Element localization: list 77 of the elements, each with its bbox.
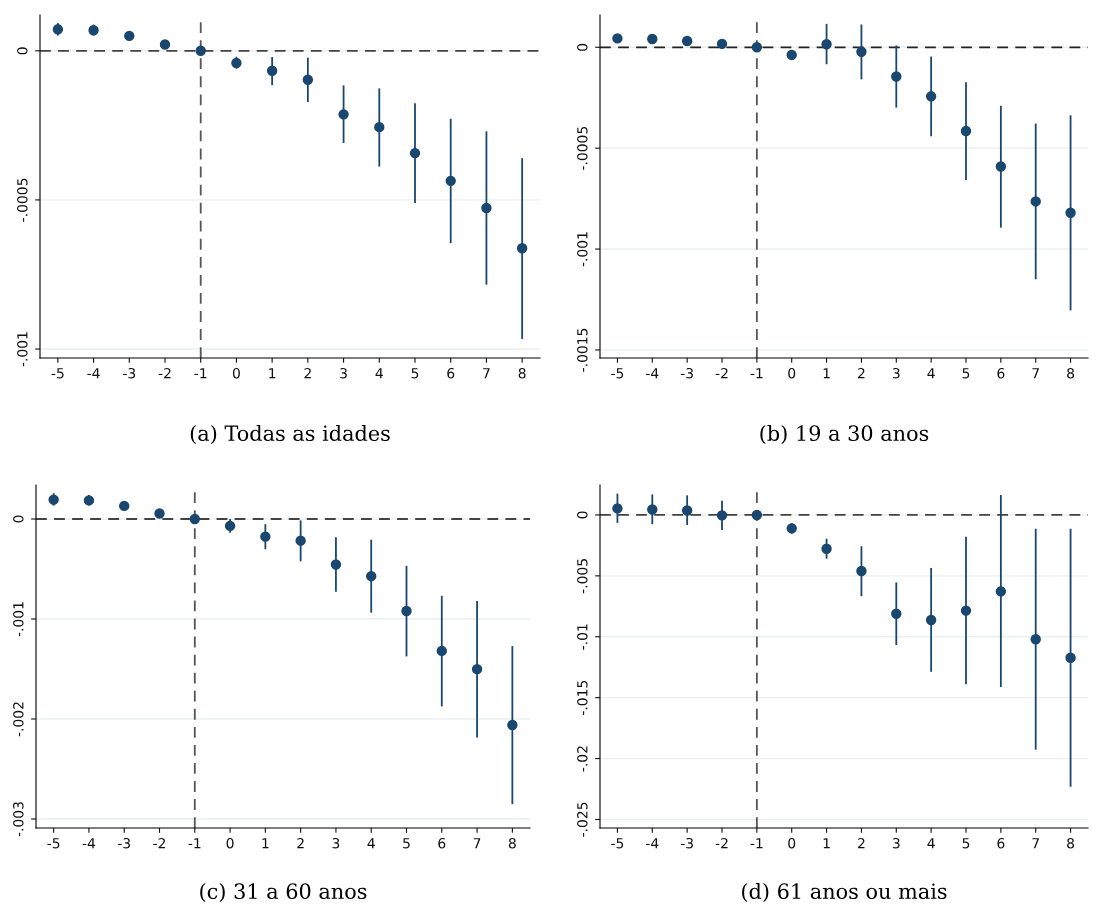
- x-tick-label: -2: [153, 837, 166, 849]
- x-tick-label: 2: [304, 367, 311, 379]
- y-tick-label: -.0005: [577, 126, 588, 170]
- text: (a) Todas as idades: [190, 424, 390, 444]
- y-tick-label: -.015: [577, 680, 588, 715]
- x-tick-label: 1: [269, 368, 276, 379]
- x-tick-label: 2: [858, 367, 865, 379]
- x-tick-label: 3: [892, 837, 900, 849]
- x-tick-label: 5: [962, 838, 970, 849]
- x-tick-label: 6: [447, 367, 455, 379]
- x-tick-label: -5: [47, 838, 60, 849]
- x-tick-label: 5: [403, 838, 410, 849]
- x-tick-label: 8: [508, 837, 516, 849]
- y-tick-label: -.02: [577, 746, 588, 772]
- x-tick-label: 2: [297, 837, 304, 849]
- x-tick-label: -4: [646, 368, 659, 379]
- x-tick-label: -5: [51, 368, 64, 379]
- x-tick-label: -5: [611, 368, 624, 379]
- x-tick-label: 0: [226, 837, 234, 849]
- x-tick-label: -2: [715, 837, 728, 849]
- x-tick-label: -2: [158, 367, 171, 379]
- x-tick-label: -4: [82, 838, 96, 849]
- y-tick-label: -.001: [13, 602, 24, 637]
- x-tick-label: 0: [232, 367, 240, 379]
- y-tick-label: -.01: [577, 624, 588, 650]
- x-tick-label: 4: [927, 838, 935, 849]
- text: (c) 31 a 60 anos: [200, 882, 367, 902]
- x-tick-label: 8: [518, 367, 526, 379]
- x-tick-label: 4: [375, 368, 383, 379]
- x-tick-label: 7: [1032, 838, 1039, 849]
- x-tick-label: -3: [680, 367, 693, 379]
- x-tick-label: 7: [1032, 368, 1039, 379]
- y-tick-label: -.005: [577, 559, 588, 594]
- x-tick-label: 5: [411, 368, 419, 379]
- x-tick-label: -5: [611, 838, 624, 849]
- x-tick-label: 6: [438, 837, 446, 849]
- x-tick-label: 6: [997, 367, 1005, 379]
- x-tick-label: -3: [680, 837, 693, 849]
- x-tick-label: 8: [1067, 837, 1075, 849]
- x-tick-label: -1: [750, 838, 763, 849]
- x-tick-label: 6: [997, 837, 1005, 849]
- x-tick-label: -1: [194, 368, 207, 379]
- x-tick-label: -1: [188, 838, 201, 849]
- x-tick-label: -2: [715, 367, 728, 379]
- y-tick-label: -.0005: [17, 178, 28, 222]
- x-tick-label: 7: [483, 368, 490, 379]
- text: (d) 61 anos ou mais: [742, 882, 947, 902]
- x-tick-label: -4: [646, 838, 659, 849]
- x-tick-label: -3: [117, 837, 131, 849]
- x-tick-label: 5: [962, 368, 970, 379]
- x-tick-label: -1: [750, 368, 763, 379]
- x-tick-label: 1: [823, 368, 830, 379]
- y-tick-label: -.002: [13, 702, 24, 737]
- x-tick-label: 3: [332, 837, 340, 849]
- y-tick-label: -.003: [13, 802, 24, 837]
- y-tick-label: 0: [17, 47, 28, 55]
- x-tick-label: 8: [1067, 367, 1075, 379]
- x-tick-label: 0: [788, 837, 796, 849]
- y-tick-label: -.001: [577, 232, 588, 267]
- x-tick-label: 2: [858, 837, 865, 849]
- x-tick-label: 3: [892, 367, 900, 379]
- y-tick-label: -.001: [17, 332, 28, 367]
- y-tick-label: -.0015: [577, 328, 588, 372]
- x-tick-label: 7: [473, 838, 481, 849]
- y-tick-label: -.025: [577, 802, 588, 837]
- x-tick-label: -4: [87, 368, 100, 379]
- x-tick-label: 4: [367, 838, 375, 849]
- x-tick-label: -3: [123, 367, 136, 379]
- y-tick-label: 0: [577, 43, 588, 51]
- x-tick-label: 0: [788, 367, 796, 379]
- text: (b) 19 a 30 anos: [760, 424, 929, 444]
- y-tick-label: 0: [13, 515, 24, 523]
- x-tick-label: 1: [823, 838, 830, 849]
- x-tick-label: 4: [927, 368, 935, 379]
- x-tick-label: 1: [262, 838, 269, 849]
- x-tick-label: 3: [340, 367, 347, 379]
- y-tick-label: 0: [577, 511, 588, 519]
